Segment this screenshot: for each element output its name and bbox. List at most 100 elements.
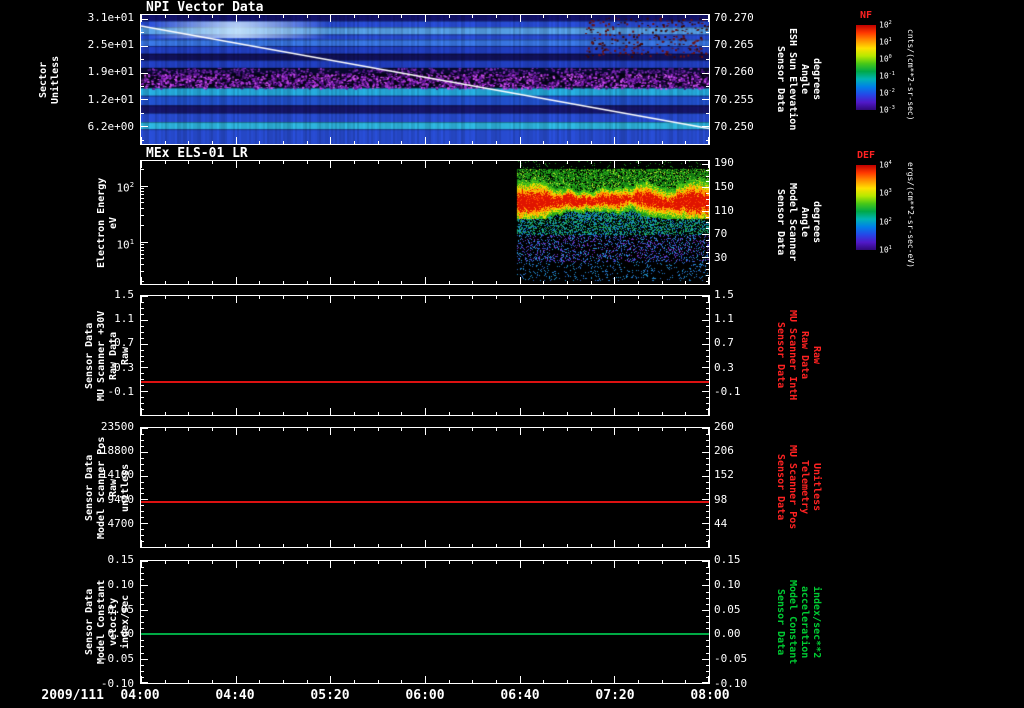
x-tick-mark	[259, 680, 260, 683]
x-tick-mark	[330, 137, 331, 144]
y-tick-label: 4700	[107, 516, 135, 530]
y-tick-mark	[702, 73, 709, 74]
x-tick-label: 04:40	[215, 688, 255, 703]
y-minor-tick-mark	[141, 646, 144, 647]
x-tick-mark	[188, 281, 189, 284]
y-tick-mark	[141, 19, 148, 20]
x-tick-mark	[236, 428, 237, 435]
x-tick-mark	[638, 412, 639, 415]
y-tick-label: 9400	[107, 492, 135, 506]
y-minor-tick-mark	[706, 464, 709, 465]
x-tick-mark	[496, 281, 497, 284]
x-tick-label: 06:00	[405, 688, 445, 703]
y-minor-tick-mark	[706, 529, 709, 530]
x-tick-mark	[236, 676, 237, 683]
y-tick-label: 1.2e+01	[87, 92, 134, 106]
x-tick-mark	[472, 296, 473, 299]
x-tick-mark	[449, 15, 450, 18]
y-tick-label: 0.00	[714, 627, 741, 641]
y-tick-mark	[141, 682, 148, 683]
x-tick-mark	[283, 412, 284, 415]
x-tick-mark	[472, 428, 473, 431]
x-tick-mark	[378, 680, 379, 683]
x-tick-mark	[141, 540, 142, 547]
y-tick-label: 70.260	[714, 65, 754, 79]
x-tick-mark	[259, 141, 260, 144]
x-tick-mark	[425, 540, 426, 547]
y-tick-label: 70	[714, 227, 728, 241]
x-tick-mark	[472, 544, 473, 547]
y-minor-tick-mark	[141, 677, 144, 678]
y-minor-tick-mark	[706, 493, 709, 494]
y-tick-mark	[702, 476, 709, 477]
x-tick-mark	[449, 428, 450, 431]
y-minor-tick-mark	[706, 470, 709, 471]
nf-colorbar-unit: cnts/(cm**2-sr-sec)	[906, 28, 915, 121]
y-tick-mark	[141, 561, 148, 562]
x-tick-mark	[567, 296, 568, 299]
x-tick-mark	[188, 15, 189, 18]
y-tick-label: 1.1	[114, 312, 134, 326]
y-minor-tick-mark	[141, 403, 144, 404]
x-tick-mark	[188, 561, 189, 564]
x-tick-mark	[425, 161, 426, 168]
colorbar-tick-label: 103	[879, 188, 892, 198]
y-minor-tick-mark	[706, 616, 709, 617]
y-minor-tick-mark	[706, 308, 709, 309]
y-minor-tick-mark	[141, 640, 144, 641]
x-tick-mark	[425, 296, 426, 303]
x-tick-mark	[520, 296, 521, 303]
x-tick-mark	[496, 428, 497, 431]
x-tick-mark	[496, 161, 497, 164]
x-tick-mark	[638, 561, 639, 564]
x-tick-mark	[685, 15, 686, 18]
y-minor-tick-mark	[141, 202, 144, 203]
x-tick-mark	[283, 544, 284, 547]
x-tick-mark	[330, 561, 331, 568]
mu-scanner-raw-panel	[140, 295, 710, 416]
x-tick-mark	[567, 161, 568, 164]
x-tick-mark	[449, 141, 450, 144]
x-tick-mark	[283, 561, 284, 564]
y-minor-tick-mark	[141, 302, 144, 303]
y-minor-tick-mark	[706, 646, 709, 647]
y-minor-tick-mark	[141, 446, 144, 447]
y-tick-mark	[702, 610, 709, 611]
y-minor-tick-mark	[706, 511, 709, 512]
x-tick-mark	[212, 141, 213, 144]
x-tick-mark	[614, 277, 615, 284]
y-tick-label: 152	[714, 468, 734, 482]
y-tick-label: -0.05	[100, 652, 134, 666]
colorbar-tick-label: 10-1	[879, 71, 895, 81]
x-tick-mark	[141, 277, 142, 284]
x-tick-mark	[543, 296, 544, 299]
x-tick-mark	[708, 428, 709, 435]
y-minor-tick-mark	[706, 403, 709, 404]
x-tick-mark	[472, 141, 473, 144]
x-tick-mark	[378, 15, 379, 18]
x-tick-mark	[520, 15, 521, 22]
x-tick-mark	[708, 408, 709, 415]
y-minor-tick-mark	[706, 397, 709, 398]
x-tick-mark	[708, 161, 709, 168]
x-tick-mark	[165, 412, 166, 415]
x-tick-mark	[307, 141, 308, 144]
y-tick-mark	[141, 499, 148, 500]
y-minor-tick-mark	[141, 579, 144, 580]
y-tick-label: 18800	[100, 444, 134, 458]
x-tick-mark	[425, 137, 426, 144]
x-tick-mark	[449, 680, 450, 683]
x-tick-mark	[543, 428, 544, 431]
y-minor-tick-mark	[706, 302, 709, 303]
x-tick-mark	[307, 161, 308, 164]
x-tick-mark	[236, 408, 237, 415]
y-minor-tick-mark	[706, 338, 709, 339]
x-tick-mark	[543, 561, 544, 564]
x-tick-mark	[236, 561, 237, 568]
x-tick-mark	[425, 561, 426, 568]
y-minor-tick-mark	[706, 205, 709, 206]
y-minor-tick-mark	[141, 379, 144, 380]
axis-title: Sensor Data Model Constant acceleration …	[775, 579, 822, 665]
y-minor-tick-mark	[141, 350, 144, 351]
y-tick-mark	[702, 344, 709, 345]
